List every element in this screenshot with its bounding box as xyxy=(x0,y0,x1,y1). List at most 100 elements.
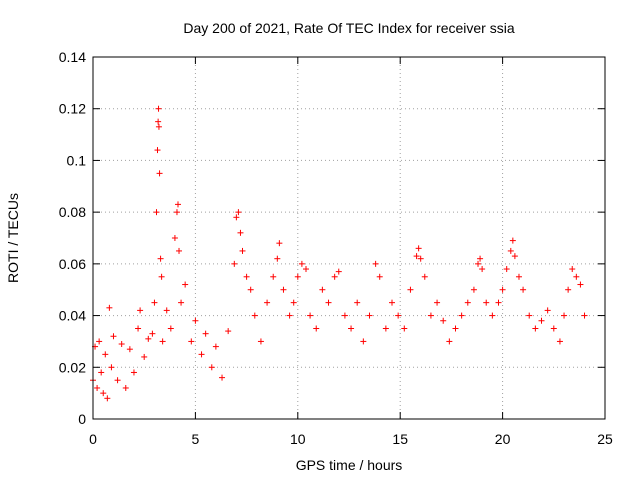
data-point xyxy=(98,369,105,376)
data-point xyxy=(475,260,482,267)
data-point xyxy=(239,247,246,254)
data-point xyxy=(159,338,166,345)
data-point xyxy=(135,325,142,332)
data-point xyxy=(307,312,314,319)
data-point xyxy=(174,201,181,208)
data-point xyxy=(561,312,568,319)
data-point xyxy=(382,325,389,332)
data-point xyxy=(372,260,379,267)
data-point xyxy=(389,299,396,306)
points-layer xyxy=(90,105,588,402)
data-point xyxy=(114,377,121,384)
data-point xyxy=(520,286,527,293)
data-point xyxy=(243,273,250,280)
data-point xyxy=(395,312,402,319)
data-point xyxy=(458,312,465,319)
data-point xyxy=(503,266,510,273)
data-point xyxy=(507,247,514,254)
data-point xyxy=(173,209,180,216)
data-point xyxy=(550,325,557,332)
x-tick-label: 5 xyxy=(192,431,200,447)
plot-frame xyxy=(92,56,606,420)
data-point xyxy=(538,317,545,324)
data-point xyxy=(290,299,297,306)
y-tick-label: 0.12 xyxy=(59,101,86,117)
data-point xyxy=(231,260,238,267)
data-point xyxy=(149,330,156,337)
data-point xyxy=(325,299,332,306)
data-point xyxy=(158,273,165,280)
data-point xyxy=(270,273,277,280)
data-point xyxy=(470,286,477,293)
data-point xyxy=(208,364,215,371)
data-point xyxy=(532,325,539,332)
data-point xyxy=(376,273,383,280)
data-point xyxy=(235,209,242,216)
data-point xyxy=(247,286,254,293)
data-point xyxy=(118,341,125,348)
data-point xyxy=(565,286,572,293)
data-point xyxy=(427,312,434,319)
data-point xyxy=(110,333,117,340)
data-point xyxy=(331,273,338,280)
data-point xyxy=(153,209,160,216)
data-point xyxy=(145,335,152,342)
data-point xyxy=(264,299,271,306)
data-point xyxy=(225,328,232,335)
data-point xyxy=(96,338,103,345)
data-point xyxy=(509,237,516,244)
data-point xyxy=(182,281,189,288)
data-point xyxy=(233,214,240,221)
data-point xyxy=(489,312,496,319)
data-point xyxy=(569,266,576,273)
data-point xyxy=(440,317,447,324)
data-point xyxy=(141,353,148,360)
data-point xyxy=(302,266,309,273)
data-point xyxy=(577,281,584,288)
data-point xyxy=(100,390,107,397)
data-point xyxy=(464,299,471,306)
grid-layer xyxy=(93,57,605,419)
data-point xyxy=(126,346,133,353)
data-point xyxy=(348,325,355,332)
data-point xyxy=(544,307,551,314)
y-tick-label: 0.06 xyxy=(59,256,86,272)
data-point xyxy=(413,253,420,260)
data-point xyxy=(421,273,428,280)
ticks-layer: 0 5 10 15 20 25 0 0.02 0.04 0.06 0.08 0.1 0.12 0.14 xyxy=(59,49,613,447)
data-point xyxy=(137,307,144,314)
data-point xyxy=(479,266,486,273)
data-point xyxy=(188,338,195,345)
data-point xyxy=(154,147,161,154)
x-tick-label: 25 xyxy=(597,431,613,447)
y-tick-label: 0 xyxy=(78,411,86,427)
y-tick-label: 0.04 xyxy=(59,308,86,324)
data-point xyxy=(446,338,453,345)
data-point xyxy=(202,330,209,337)
data-point xyxy=(163,307,170,314)
data-point xyxy=(335,268,342,275)
data-point xyxy=(354,299,361,306)
y-tick-label: 0.08 xyxy=(59,204,86,220)
data-point xyxy=(155,118,162,125)
data-point xyxy=(313,325,320,332)
data-point xyxy=(219,374,226,381)
data-point xyxy=(251,312,258,319)
data-point xyxy=(434,299,441,306)
data-point xyxy=(298,260,305,267)
data-point xyxy=(573,273,580,280)
data-point xyxy=(407,286,414,293)
data-point xyxy=(401,325,408,332)
data-point xyxy=(257,338,264,345)
data-point xyxy=(102,351,109,358)
data-point xyxy=(581,312,588,319)
data-point xyxy=(167,325,174,332)
x-tick-label: 20 xyxy=(495,431,511,447)
chart-title: Day 200 of 2021, Rate Of TEC Index for r… xyxy=(183,20,514,36)
data-point xyxy=(495,299,502,306)
data-point xyxy=(294,273,301,280)
data-point xyxy=(171,235,178,241)
data-point xyxy=(515,273,522,280)
data-point xyxy=(192,317,199,324)
